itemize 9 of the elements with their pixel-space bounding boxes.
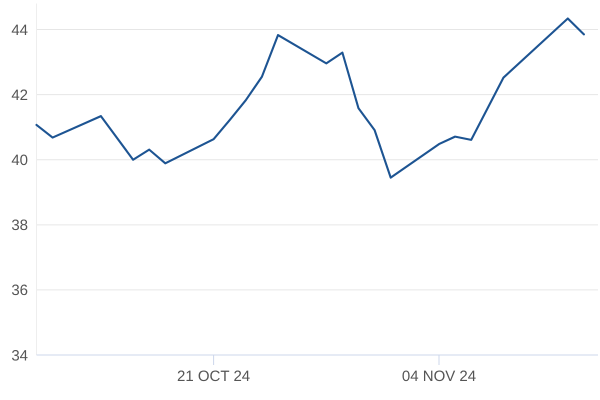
y-tick-label: 42 bbox=[11, 86, 28, 104]
x-tick-label: 21 OCT 24 bbox=[177, 368, 250, 385]
line-series bbox=[35, 17, 585, 179]
y-tick-label: 34 bbox=[11, 347, 28, 364]
y-tick-label: 36 bbox=[11, 282, 28, 300]
x-tick-label: 04 NOV 24 bbox=[402, 368, 476, 385]
y-tick-label: 40 bbox=[11, 152, 28, 169]
y-tick-label: 38 bbox=[11, 217, 28, 234]
y-tick-label: 44 bbox=[11, 22, 28, 39]
